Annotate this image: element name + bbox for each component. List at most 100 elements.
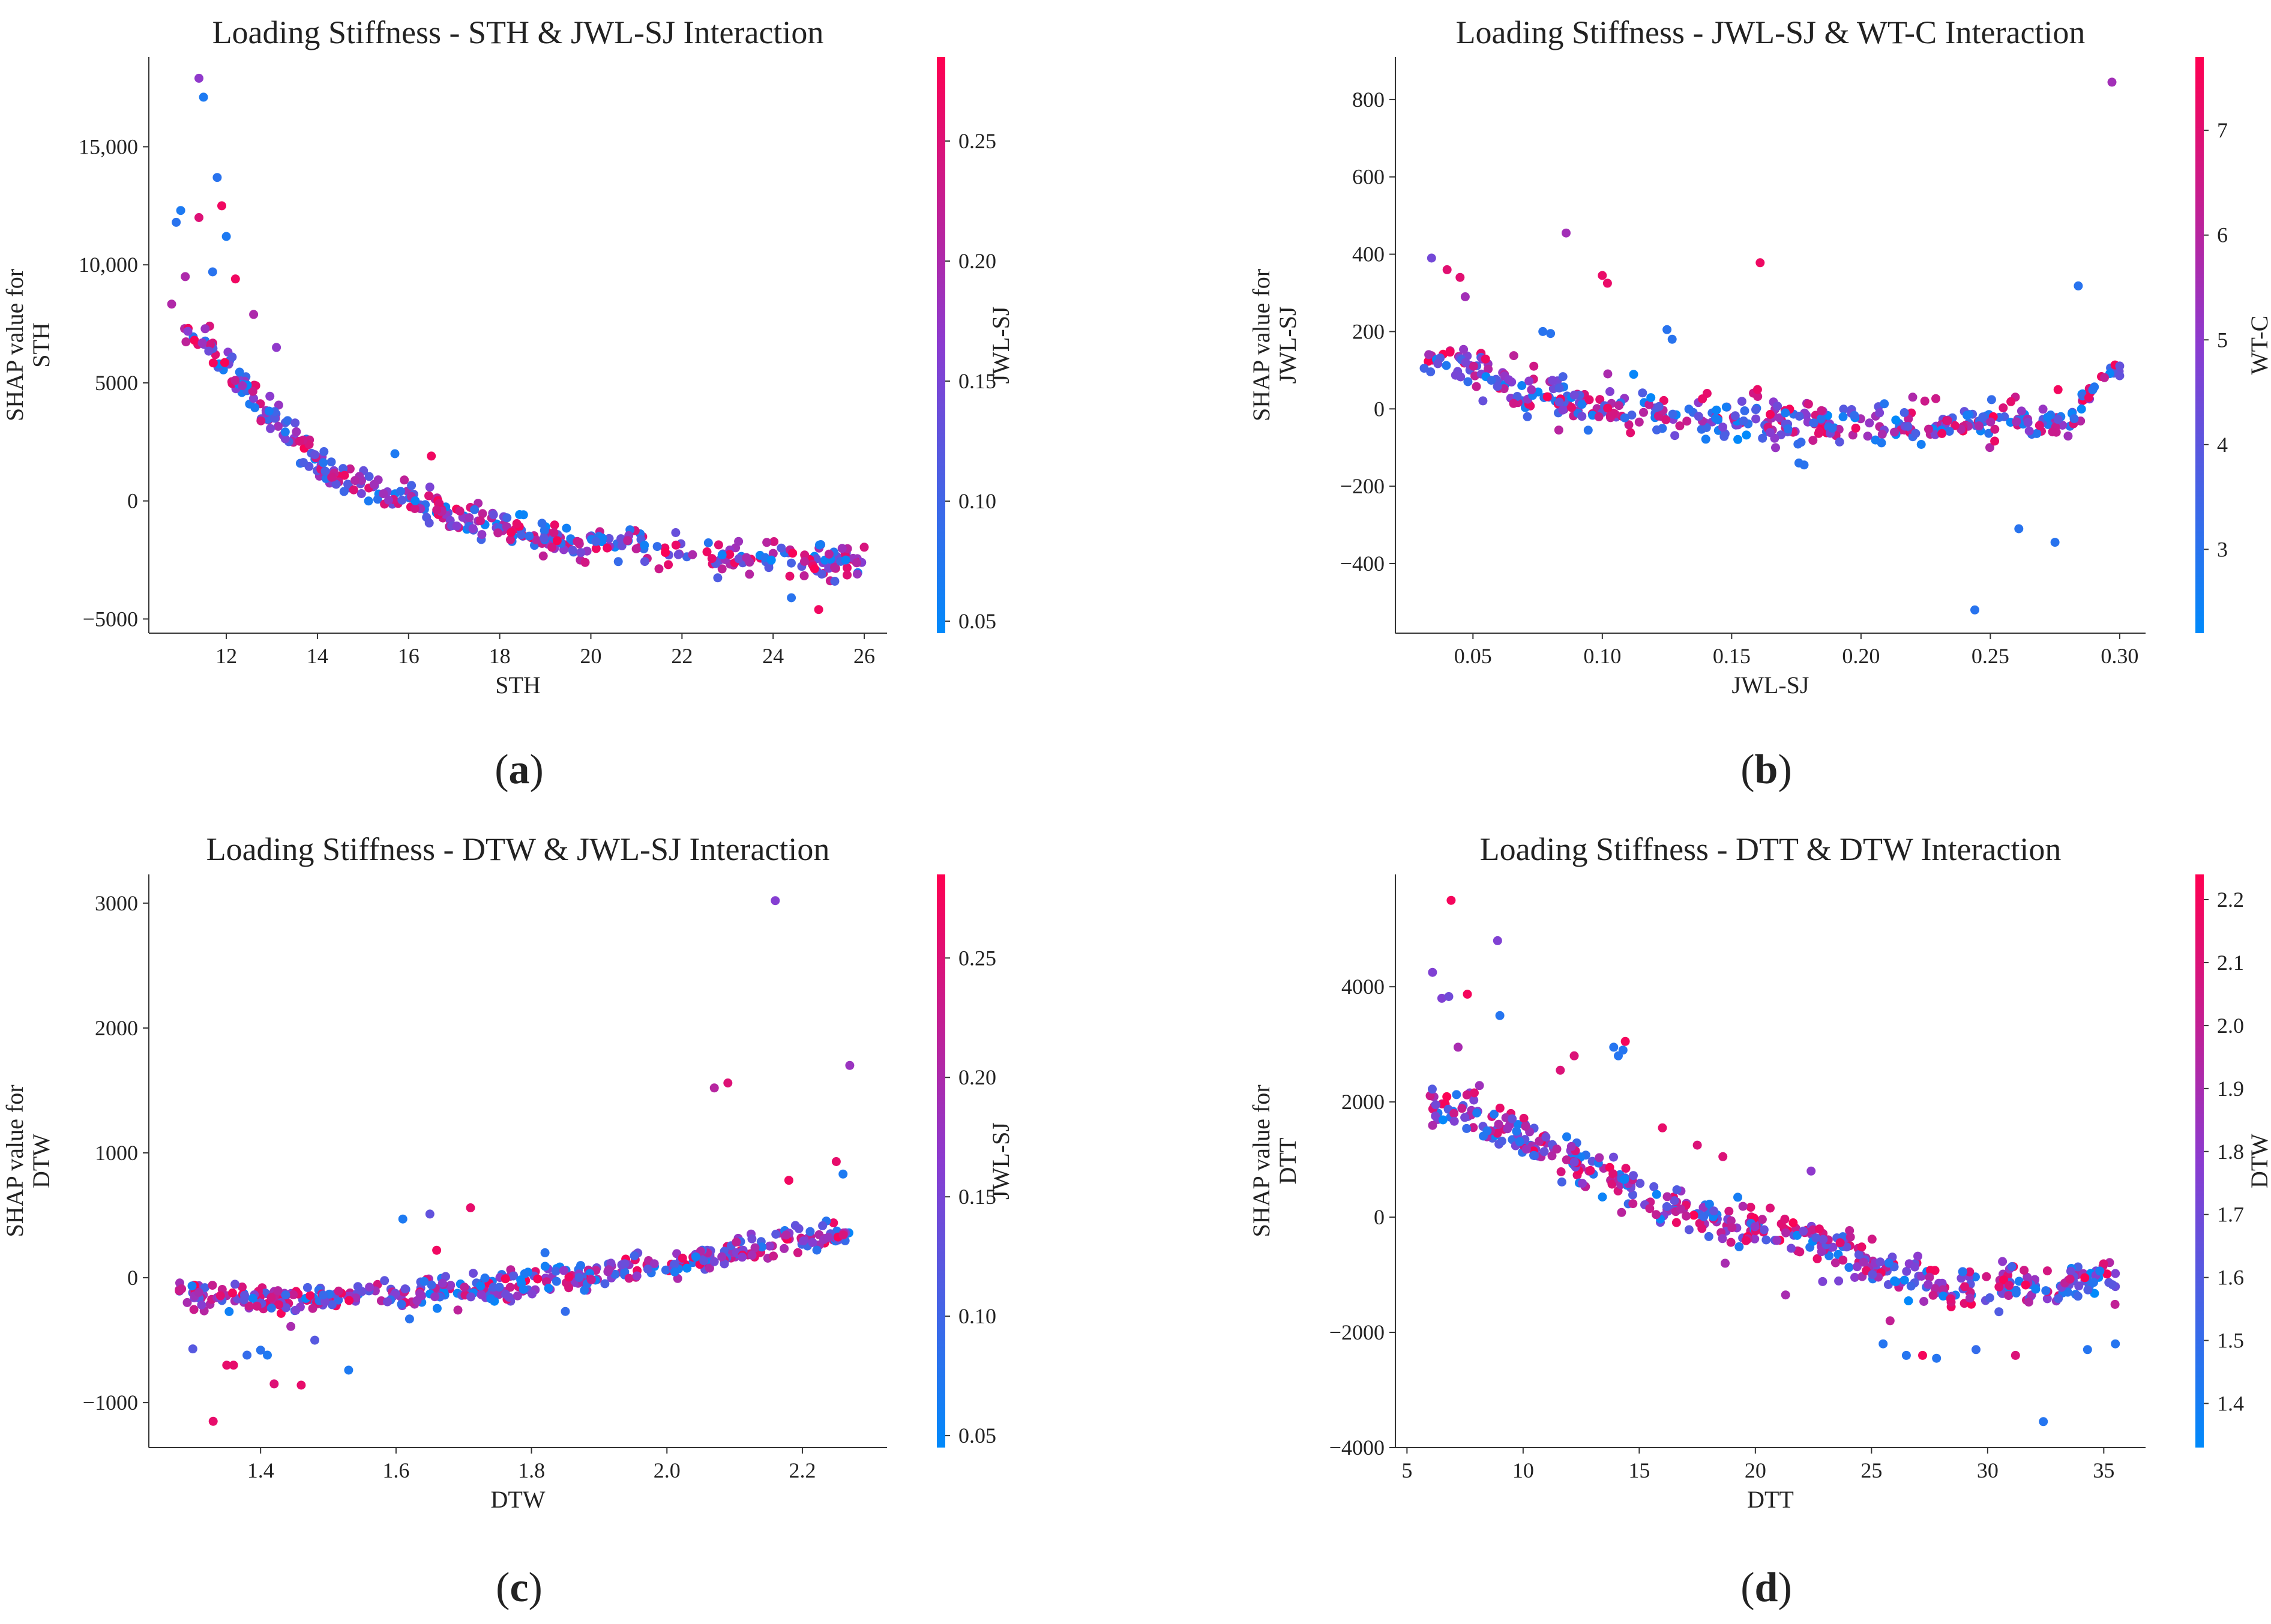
data-point: [2042, 1294, 2052, 1304]
data-point: [356, 489, 366, 498]
data-point: [400, 1284, 410, 1294]
data-point-outlier: [230, 274, 240, 284]
data-point: [460, 1283, 469, 1292]
data-point: [1803, 399, 1813, 409]
data-point: [1746, 1203, 1755, 1212]
panel-caption: (c): [496, 1565, 543, 1611]
data-point: [338, 464, 348, 474]
data-point: [1554, 397, 1564, 407]
data-point: [1521, 1144, 1531, 1154]
data-point: [1569, 390, 1579, 400]
data-point: [1566, 1141, 1576, 1151]
y-tick-label: 2000: [1341, 1090, 1385, 1114]
data-point: [705, 1263, 714, 1273]
data-point: [2006, 397, 2016, 406]
data-point: [1994, 1282, 2004, 1292]
data-point: [290, 418, 300, 428]
data-point: [1662, 1202, 1671, 1211]
data-point: [305, 1291, 315, 1301]
data-point: [1659, 395, 1668, 405]
data-point: [1469, 361, 1478, 371]
data-point-outlier: [194, 213, 203, 222]
data-point: [576, 548, 586, 558]
data-point: [785, 571, 795, 581]
data-point: [2074, 1281, 2084, 1291]
data-point-outlier: [425, 1209, 435, 1219]
data-point: [291, 1305, 301, 1315]
data-point: [532, 535, 541, 545]
data-point: [343, 480, 352, 489]
data-point: [519, 510, 528, 520]
data-point: [2004, 1291, 2014, 1301]
data-point: [1699, 1212, 1709, 1221]
data-point: [1781, 1228, 1791, 1238]
x-tick-label: 0.15: [1713, 644, 1751, 668]
data-point: [714, 540, 723, 550]
y-axis-label-line: DTT: [1274, 1138, 1301, 1185]
data-point: [512, 519, 522, 528]
data-point-outlier: [1609, 1042, 1619, 1052]
data-point-outlier: [2050, 538, 2060, 547]
x-tick-label: 20: [1745, 1458, 1766, 1482]
data-point: [762, 538, 772, 547]
data-point: [345, 464, 355, 474]
data-point: [1990, 424, 2000, 434]
data-point-outlier: [1437, 993, 1446, 1003]
data-point: [446, 1281, 456, 1290]
data-point: [1620, 1174, 1629, 1184]
data-point: [538, 551, 548, 561]
data-point: [1603, 403, 1613, 413]
colorbar-tick-label: 0.25: [958, 946, 996, 970]
x-tick-label: 15: [1628, 1458, 1650, 1482]
data-point: [1595, 395, 1605, 404]
data-point: [794, 1224, 804, 1233]
data-point: [410, 504, 420, 513]
x-tick-label: 25: [1860, 1458, 1882, 1482]
data-point: [568, 546, 577, 555]
data-point: [302, 1283, 312, 1292]
data-point: [2054, 1294, 2063, 1304]
data-point: [654, 564, 664, 574]
y-tick-label: −2000: [1329, 1320, 1385, 1344]
data-point: [564, 1283, 574, 1293]
data-point: [1817, 1247, 1826, 1257]
colorbar-tick-label: 1.6: [2217, 1266, 2244, 1290]
data-point: [537, 519, 547, 528]
data-point: [1742, 430, 1751, 440]
data-point: [1431, 1100, 1440, 1110]
data-point: [818, 1221, 828, 1230]
data-point: [2007, 1262, 2017, 1271]
data-point: [549, 528, 559, 537]
data-point: [1814, 427, 1824, 436]
y-tick-label: 0: [127, 1266, 138, 1290]
data-point: [420, 1277, 429, 1286]
data-point: [1851, 423, 1860, 433]
data-point: [829, 1218, 838, 1228]
data-point: [838, 1230, 848, 1240]
data-point: [630, 1251, 639, 1260]
data-point: [1617, 1207, 1626, 1217]
data-point: [328, 472, 337, 482]
data-point: [295, 436, 304, 446]
data-point-outlier: [398, 1214, 408, 1224]
data-point: [788, 549, 798, 558]
data-point: [1842, 1242, 1851, 1252]
data-point: [1902, 1266, 1912, 1276]
data-point: [764, 563, 774, 573]
data-point: [1987, 395, 1996, 404]
data-point: [859, 543, 869, 552]
data-point: [1771, 443, 1780, 453]
data-point: [427, 1280, 436, 1290]
data-point: [1620, 413, 1629, 423]
data-point: [274, 421, 283, 431]
data-point: [2042, 1266, 2052, 1276]
data-point-outlier: [1667, 334, 1677, 344]
data-point: [1724, 1206, 1734, 1216]
data-point: [738, 1253, 747, 1262]
data-point: [649, 1259, 659, 1269]
data-point: [1835, 437, 1844, 447]
data-point: [1586, 1165, 1595, 1175]
data-point: [477, 530, 487, 540]
data-point: [671, 540, 681, 550]
